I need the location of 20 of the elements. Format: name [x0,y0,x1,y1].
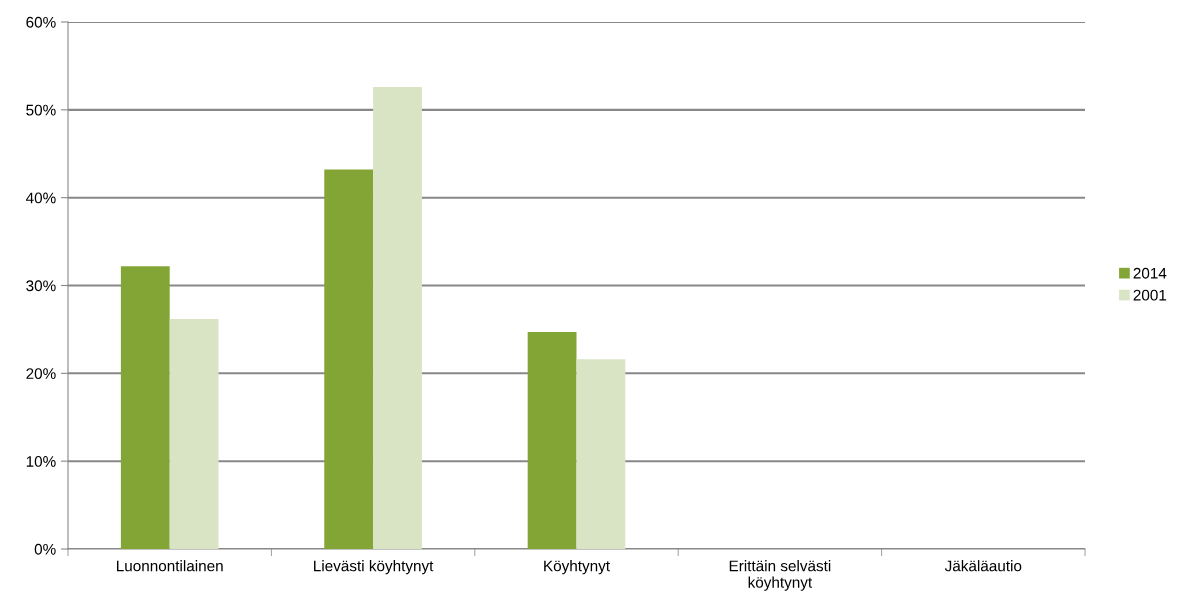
y-tick-label: 40% [25,192,56,204]
y-tick-label: 20% [26,368,56,380]
y-tick-label: 10% [26,456,56,467]
y-tick-label: 0% [34,543,56,555]
legend-label: 2001 [1133,289,1167,301]
bar [576,359,626,549]
bar [373,87,422,549]
x-tick-label: Köyhtynyt [544,560,610,575]
bar [169,318,219,549]
y-tick-label: 30% [26,280,56,292]
bar [527,332,577,549]
x-tick-label: Lievästi köyhtynyt [314,560,434,575]
legend-label: 2014 [1133,267,1167,279]
x-tick-label: Luonnontilainen [117,560,223,572]
bar [120,266,170,549]
x-tick-label: Jäkäläautio [944,560,1022,572]
bar [324,169,374,549]
y-tick-label: 50% [26,104,56,116]
x-tick-label: Erittäin selvästi köyhtynyt [729,560,831,591]
y-tick-label: 60% [26,16,56,28]
